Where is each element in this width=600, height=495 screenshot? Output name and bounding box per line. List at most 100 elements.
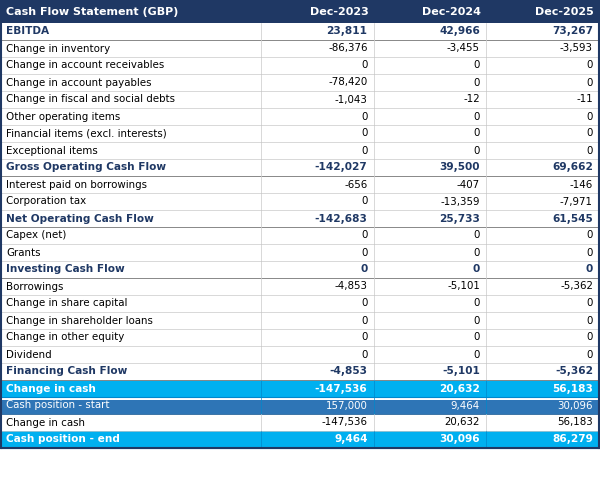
Text: 23,811: 23,811 [326, 27, 368, 37]
Text: Dec-2025: Dec-2025 [535, 7, 594, 17]
Text: Change in account payables: Change in account payables [6, 78, 151, 88]
Text: 39,500: 39,500 [439, 162, 480, 172]
Text: 0: 0 [473, 349, 480, 359]
Bar [1, 227, 599, 244]
Text: 0: 0 [587, 315, 593, 326]
Bar [1, 363, 599, 380]
Bar [1, 193, 599, 210]
Text: -142,683: -142,683 [314, 213, 368, 224]
Text: Grants: Grants [6, 248, 41, 257]
Text: Change in cash: Change in cash [6, 384, 96, 394]
Bar [1, 125, 599, 142]
Text: 0: 0 [587, 78, 593, 88]
Text: 0: 0 [473, 231, 480, 241]
Bar [486, 1, 599, 23]
Text: 0: 0 [361, 349, 368, 359]
Bar [1, 397, 599, 414]
Text: -146: -146 [570, 180, 593, 190]
Text: -407: -407 [457, 180, 480, 190]
Text: -5,362: -5,362 [555, 366, 593, 377]
Text: 56,183: 56,183 [557, 417, 593, 428]
Text: 30,096: 30,096 [557, 400, 593, 410]
Text: Financial items (excl. interests): Financial items (excl. interests) [6, 129, 167, 139]
Text: 0: 0 [587, 111, 593, 121]
Text: Change in account receivables: Change in account receivables [6, 60, 164, 70]
Text: 0: 0 [587, 298, 593, 308]
Text: Cash position - end: Cash position - end [6, 435, 120, 445]
Text: 0: 0 [361, 197, 368, 206]
Text: 9,464: 9,464 [334, 435, 368, 445]
Text: 0: 0 [473, 298, 480, 308]
Bar [1, 1, 261, 23]
Text: 20,632: 20,632 [445, 417, 480, 428]
Bar [1, 312, 599, 329]
Bar [1, 380, 599, 397]
Text: 0: 0 [361, 298, 368, 308]
Text: 9,464: 9,464 [451, 400, 480, 410]
Text: Interest paid on borrowings: Interest paid on borrowings [6, 180, 147, 190]
Text: Capex (net): Capex (net) [6, 231, 67, 241]
Text: 0: 0 [361, 111, 368, 121]
Text: Dividend: Dividend [6, 349, 52, 359]
Text: -147,536: -147,536 [322, 417, 368, 428]
Text: -13,359: -13,359 [440, 197, 480, 206]
Bar [1, 278, 599, 295]
Text: 0: 0 [473, 129, 480, 139]
Text: 0: 0 [587, 231, 593, 241]
Text: Exceptional items: Exceptional items [6, 146, 98, 155]
Text: 0: 0 [473, 248, 480, 257]
Text: -4,853: -4,853 [329, 366, 368, 377]
Text: -11: -11 [576, 95, 593, 104]
Text: Gross Operating Cash Flow: Gross Operating Cash Flow [6, 162, 166, 172]
Text: -7,971: -7,971 [560, 197, 593, 206]
Bar [1, 431, 599, 448]
Text: 0: 0 [587, 129, 593, 139]
Text: 25,733: 25,733 [439, 213, 480, 224]
Text: 0: 0 [586, 264, 593, 275]
Bar [374, 1, 486, 23]
Bar [1, 397, 599, 400]
Bar [1, 74, 599, 91]
Text: -3,455: -3,455 [447, 44, 480, 53]
Text: 0: 0 [587, 146, 593, 155]
Text: 86,279: 86,279 [552, 435, 593, 445]
Bar [1, 210, 599, 227]
Bar [1, 91, 599, 108]
Bar [1, 108, 599, 125]
Text: Cash position - start: Cash position - start [6, 400, 110, 410]
Text: 69,662: 69,662 [552, 162, 593, 172]
Text: -78,420: -78,420 [328, 78, 368, 88]
Text: -5,101: -5,101 [442, 366, 480, 377]
Bar [1, 57, 599, 74]
Text: 0: 0 [361, 231, 368, 241]
Bar [1, 295, 599, 312]
Text: -147,536: -147,536 [315, 384, 368, 394]
Text: 0: 0 [361, 333, 368, 343]
Text: Investing Cash Flow: Investing Cash Flow [6, 264, 125, 275]
Text: Change in shareholder loans: Change in shareholder loans [6, 315, 153, 326]
Text: -656: -656 [344, 180, 368, 190]
Text: Financing Cash Flow: Financing Cash Flow [6, 366, 127, 377]
Text: Change in share capital: Change in share capital [6, 298, 127, 308]
Text: -4,853: -4,853 [335, 282, 368, 292]
Bar [1, 159, 599, 176]
Text: 0: 0 [361, 146, 368, 155]
Text: 0: 0 [361, 60, 368, 70]
Text: 73,267: 73,267 [552, 27, 593, 37]
Text: 0: 0 [473, 315, 480, 326]
Bar [1, 40, 599, 57]
Text: Change in inventory: Change in inventory [6, 44, 110, 53]
Text: Dec-2023: Dec-2023 [310, 7, 368, 17]
Text: Corporation tax: Corporation tax [6, 197, 86, 206]
Text: 0: 0 [473, 264, 480, 275]
Text: 0: 0 [473, 333, 480, 343]
Text: 0: 0 [587, 333, 593, 343]
Text: Dec-2024: Dec-2024 [422, 7, 481, 17]
Text: 157,000: 157,000 [326, 400, 368, 410]
Text: 42,966: 42,966 [439, 27, 480, 37]
Bar [1, 346, 599, 363]
Bar [1, 329, 599, 346]
Text: 0: 0 [587, 248, 593, 257]
Text: -5,362: -5,362 [560, 282, 593, 292]
Text: 0: 0 [361, 129, 368, 139]
